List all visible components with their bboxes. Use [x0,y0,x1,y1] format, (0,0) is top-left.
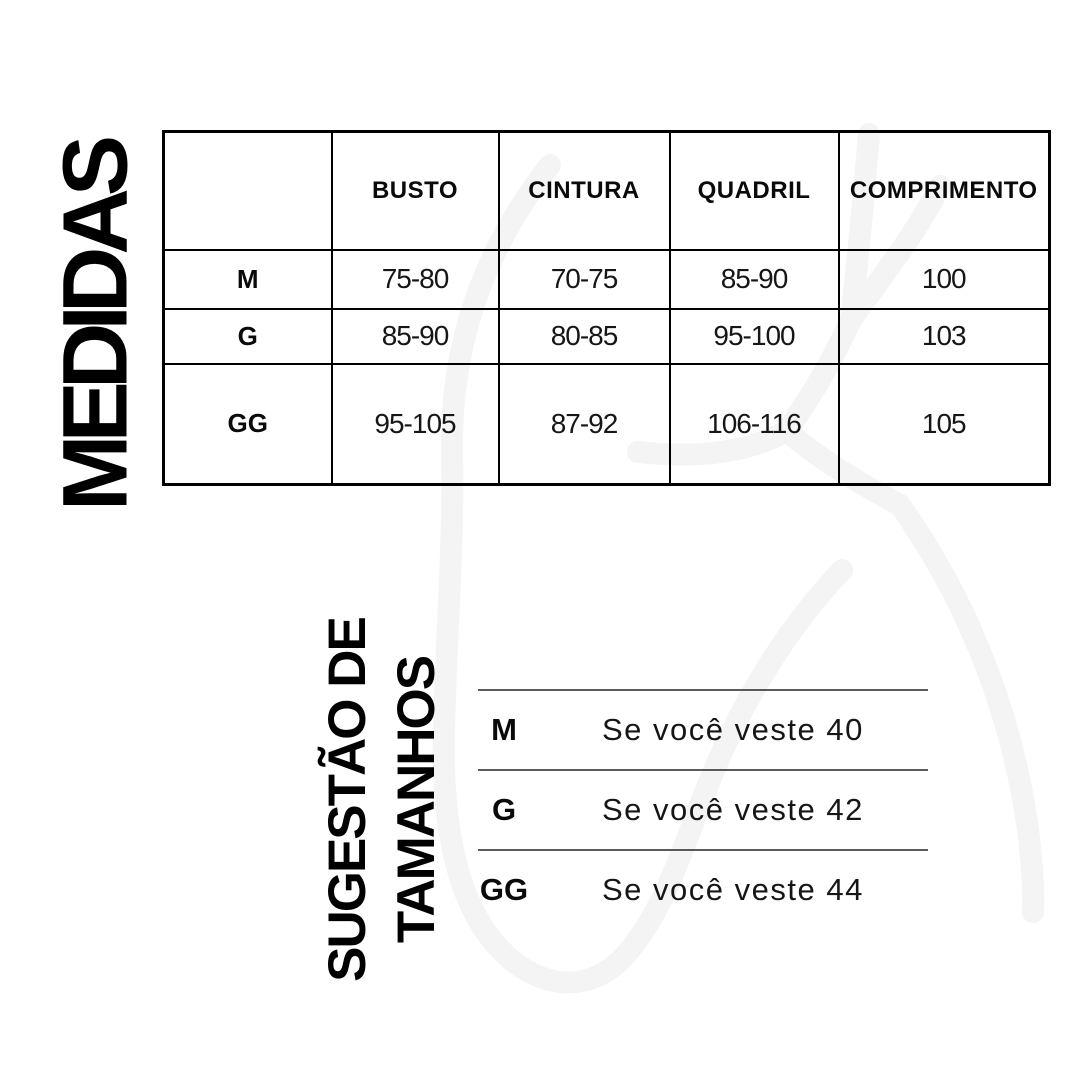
measurements-table: BUSTO CINTURA QUADRIL COMPRIMENTO M 75-8… [162,130,1051,486]
medidas-title: MEDIDAS [44,142,147,512]
suggestion-row: G Se você veste 42 [478,769,928,849]
sugestao-title-line2: TAMANHOS [387,656,446,944]
table-row: G 85-90 80-85 95-100 103 [162,307,1051,365]
header-quadril: QUADRIL [668,130,840,251]
suggestion-text: Se você veste 44 [602,872,864,907]
header-comprimento: COMPRIMENTO [837,130,1051,251]
value-cell: 106-116 [668,362,840,486]
table-row: GG 95-105 87-92 106-116 105 [162,362,1051,486]
sugestao-title: SUGESTÃO DE TAMANHOS [314,618,452,982]
size-label: G [162,307,333,365]
corner-cell [162,130,333,251]
suggestion-row: GG Se você veste 44 [478,849,928,929]
value-cell: 85-90 [668,248,840,310]
suggestion-text: Se você veste 40 [602,712,864,747]
header-row: BUSTO CINTURA QUADRIL COMPRIMENTO [162,130,1051,251]
value-cell: 87-92 [497,362,671,486]
table-row: M 75-80 70-75 85-90 100 [162,248,1051,310]
sugestao-title-line1: SUGESTÃO DE [318,618,378,982]
suggestion-text: Se você veste 42 [602,792,864,827]
suggestion-table: M Se você veste 40 G Se você veste 42 GG… [478,689,928,929]
value-cell: 80-85 [497,307,671,365]
header-cintura: CINTURA [497,130,671,251]
size-label: M [162,248,333,310]
value-cell: 100 [837,248,1051,310]
value-cell: 95-100 [668,307,840,365]
value-cell: 95-105 [330,362,500,486]
watermark-right-arc [889,494,1045,923]
suggestion-size-label: GG [479,872,529,907]
value-cell: 105 [837,362,1051,486]
suggestion-size-label: M [491,712,517,747]
value-cell: 85-90 [330,307,500,365]
size-label: GG [162,362,333,486]
value-cell: 103 [837,307,1051,365]
header-busto: BUSTO [330,130,500,251]
value-cell: 70-75 [497,248,671,310]
suggestion-size-label: G [491,792,517,827]
measurements-table-wrap: BUSTO CINTURA QUADRIL COMPRIMENTO M 75-8… [162,130,1051,486]
value-cell: 75-80 [330,248,500,310]
suggestion-row: M Se você veste 40 [478,689,928,769]
